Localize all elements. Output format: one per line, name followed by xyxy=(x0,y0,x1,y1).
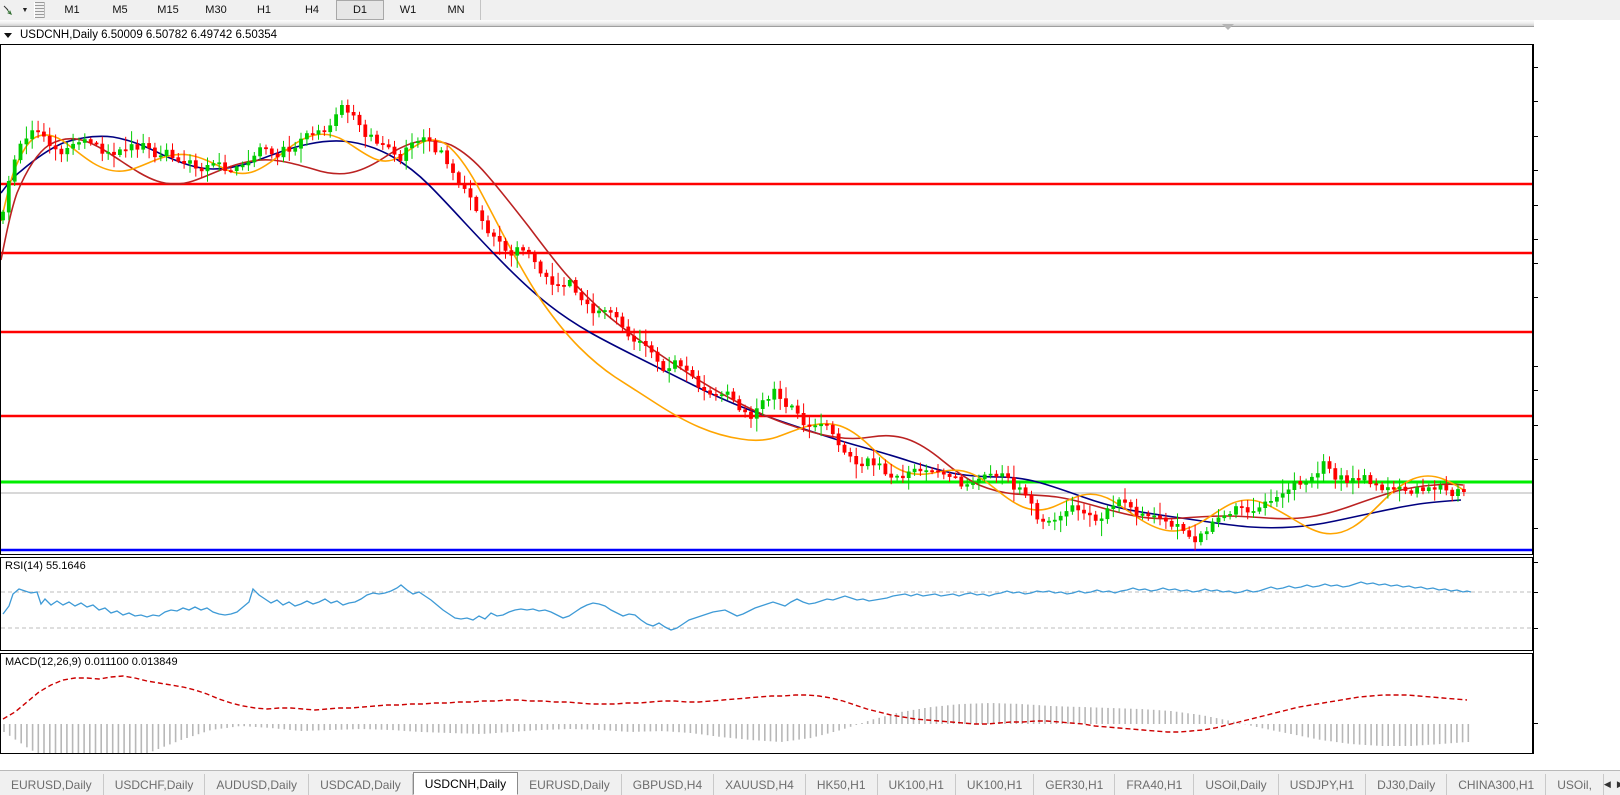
price-chart-svg xyxy=(1,133,1532,552)
timeframe-group: M1 M5 M15 M30 H1 H4 D1 W1 MN xyxy=(48,0,481,20)
tab-scroll-controls: ◀ ▶ xyxy=(1604,774,1620,795)
rsi-chart-svg xyxy=(1,581,1532,631)
chart-tab-uk100-h1-2[interactable]: UK100,H1 xyxy=(956,774,1035,795)
macd-label: MACD(12,26,9) 0.011100 0.013849 xyxy=(5,656,178,668)
chevron-down-icon[interactable]: ▼ xyxy=(21,6,29,14)
rsi-label: RSI(14) 55.1646 xyxy=(5,560,86,572)
chart-tabs-bar: EURUSD,Daily USDCHF,Daily AUDUSD,Daily U… xyxy=(0,770,1620,795)
chart-tab-usdcad-daily[interactable]: USDCAD,Daily xyxy=(309,774,413,795)
chart-tab-ger30-h1[interactable]: GER30,H1 xyxy=(1034,774,1116,795)
drag-grip-icon[interactable] xyxy=(34,2,45,18)
timeframe-d1[interactable]: D1 xyxy=(336,0,384,20)
chart-tab-usdcnh-daily[interactable]: USDCNH,Daily xyxy=(412,772,519,795)
chart-tab-usdchf-daily[interactable]: USDCHF,Daily xyxy=(104,774,206,795)
timeframe-m15[interactable]: M15 xyxy=(157,4,179,16)
price-pane[interactable] xyxy=(0,44,1533,555)
chart-tab-hk50-h1[interactable]: HK50,H1 xyxy=(806,774,878,795)
candlestick-layer xyxy=(1,99,1466,551)
chart-tab-eurusd-daily-1[interactable]: EURUSD,Daily xyxy=(0,774,104,795)
timeframe-h4[interactable]: H4 xyxy=(304,4,320,16)
timeframe-m5[interactable]: M5 xyxy=(112,4,128,16)
chart-tab-china300-h1[interactable]: CHINA300,H1 xyxy=(1447,774,1547,795)
macd-signal-line xyxy=(2,675,1468,733)
timeframe-w1[interactable]: W1 xyxy=(399,4,417,16)
chart-tab-usoil-partial[interactable]: USOil, xyxy=(1546,774,1604,795)
window-titlebar[interactable] xyxy=(0,20,1620,27)
chevron-down-icon[interactable] xyxy=(1222,24,1234,30)
timeframe-mn[interactable]: MN xyxy=(447,4,465,16)
symbol-ohlc-label: USDCNH,Daily 6.50009 6.50782 6.49742 6.5… xyxy=(20,29,278,41)
chart-tab-dj30-daily[interactable]: DJ30,Daily xyxy=(1366,774,1448,795)
symbol-info-bar: USDCNH,Daily 6.50009 6.50782 6.49742 6.5… xyxy=(0,28,277,42)
timeframe-h1[interactable]: H1 xyxy=(256,4,272,16)
timeframe-m1[interactable]: M1 xyxy=(64,4,80,16)
chevron-left-icon[interactable]: ◀ xyxy=(1603,779,1611,789)
chevron-down-icon[interactable] xyxy=(4,32,12,38)
toolbar: ▼ M1 M5 M15 M30 H1 H4 D1 W1 MN xyxy=(0,0,1620,21)
macd-chart-svg xyxy=(2,675,1470,753)
chevron-right-icon[interactable]: ▶ xyxy=(1617,779,1620,790)
chart-tab-usdjpy-h1[interactable]: USDJPY,H1 xyxy=(1279,774,1367,795)
chart-tab-usoil-daily[interactable]: USOil,Daily xyxy=(1194,774,1279,795)
chart-tab-uk100-h1-1[interactable]: UK100,H1 xyxy=(878,774,956,795)
timeframe-m30[interactable]: M30 xyxy=(205,4,227,16)
chart-tab-fra40-h1[interactable]: FRA40,H1 xyxy=(1115,774,1195,795)
chart-tab-eurusd-daily-2[interactable]: EURUSD,Daily xyxy=(518,774,622,795)
price-axis-line xyxy=(1533,44,1534,754)
rsi-line xyxy=(2,581,1472,631)
rsi-pane[interactable]: RSI(14) 55.1646 xyxy=(0,557,1533,651)
chart-tab-audusd-daily[interactable]: AUDUSD,Daily xyxy=(205,774,310,795)
chart-window: USDCNH,Daily 6.50009 6.50782 6.49742 6.5… xyxy=(0,20,1620,794)
macd-pane[interactable]: MACD(12,26,9) 0.011100 0.013849 xyxy=(0,653,1533,754)
chart-tab-xauusd-h4[interactable]: XAUUSD,H4 xyxy=(714,774,806,795)
price-axis[interactable]: 7.19110 7.13670 7.08230 7.02950 6.97510 … xyxy=(1534,20,1620,794)
crosshair-cursor-icon[interactable] xyxy=(0,1,18,19)
chart-tab-gbpusd-h4[interactable]: GBPUSD,H4 xyxy=(622,774,715,795)
